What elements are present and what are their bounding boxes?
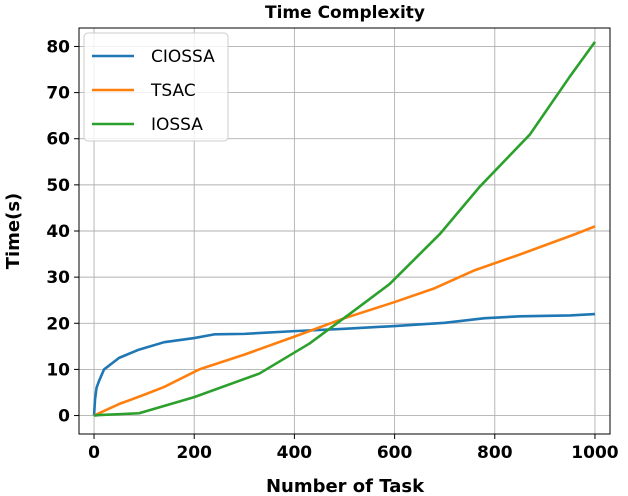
legend-box xyxy=(83,32,229,142)
legend-label-iossa: IOSSA xyxy=(151,115,203,135)
y-tick-label: 40 xyxy=(46,222,70,242)
axis-ticks: 0 200 400 600 800 1000 0 10 20 30 40 50 60 70 80 xyxy=(46,37,618,463)
y-tick-label: 30 xyxy=(46,268,70,288)
x-tick-label: 200 xyxy=(176,443,212,463)
y-axis-label: Time(s) xyxy=(3,193,24,270)
y-tick-label: 20 xyxy=(46,314,70,334)
y-tick-label: 50 xyxy=(46,176,70,196)
chart-title: Time Complexity xyxy=(265,3,425,23)
y-tick-label: 10 xyxy=(46,360,70,380)
grid xyxy=(79,28,610,434)
x-tick-label: 400 xyxy=(277,443,313,463)
series-line-iossa xyxy=(93,41,597,417)
legend: CIOSSA TSAC IOSSA xyxy=(83,32,229,142)
x-tick-label: 0 xyxy=(88,443,100,463)
series-line-ciossa xyxy=(92,312,596,416)
x-tick-label: 800 xyxy=(477,443,513,463)
legend-label-ciossa: CIOSSA xyxy=(151,47,215,67)
x-tick-label: 600 xyxy=(377,443,413,463)
series-line-tsac xyxy=(93,225,596,417)
series-lines xyxy=(92,41,597,417)
x-axis-label: Number of Task xyxy=(266,476,425,496)
y-tick-label: 60 xyxy=(46,130,70,150)
y-tick-label: 70 xyxy=(46,84,70,104)
x-tick-label: 1000 xyxy=(571,443,618,463)
legend-label-tsac: TSAC xyxy=(150,81,196,101)
y-tick-label: 80 xyxy=(46,37,70,57)
y-tick-label: 0 xyxy=(58,407,70,427)
